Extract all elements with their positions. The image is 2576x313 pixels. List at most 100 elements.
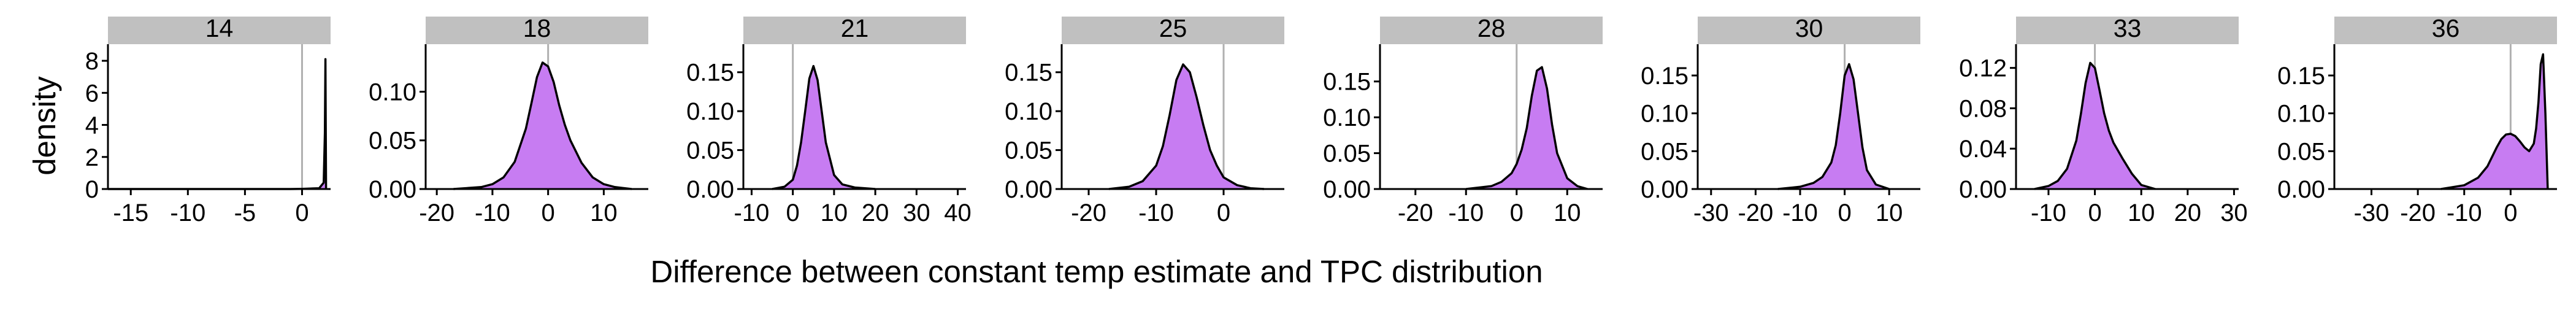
density-line: [2034, 61, 2156, 190]
x-tick-label: 0: [2088, 199, 2101, 226]
facet-strip-label: 30: [1795, 14, 1823, 42]
facet-strip-label: 14: [205, 14, 234, 42]
x-tick-label: -30: [2354, 199, 2390, 226]
x-tick-label: 0: [1510, 199, 1524, 226]
density-line: [772, 64, 876, 190]
y-tick-label: 0.15: [2277, 63, 2325, 90]
x-tick-label: -10: [734, 199, 770, 226]
density-area: [1109, 64, 1264, 189]
y-tick-label: 4: [85, 112, 99, 139]
x-tick-label: -20: [1398, 199, 1433, 226]
density-line: [453, 61, 632, 190]
x-tick-label: 10: [821, 199, 848, 226]
y-tick-label: 0.10: [369, 79, 416, 106]
x-tick-label: 0: [295, 199, 309, 226]
x-tick-label: -20: [1071, 199, 1106, 226]
x-tick-label: 10: [590, 199, 618, 226]
x-tick-label: 0: [786, 199, 800, 226]
x-tick-label: 30: [903, 199, 930, 226]
y-tick-label: 0.00: [2277, 176, 2325, 203]
x-tick-label: 40: [944, 199, 972, 226]
y-tick-label: 6: [85, 80, 99, 107]
x-tick-label: -10: [1448, 199, 1484, 226]
x-tick-label: 10: [1876, 199, 1903, 226]
y-axis-title: density: [27, 76, 62, 176]
x-tick-label: 30: [2220, 199, 2248, 226]
y-tick-label: 0.05: [369, 128, 416, 155]
y-tick-label: 0.04: [1959, 136, 2007, 163]
x-tick-label: 10: [1554, 199, 1581, 226]
x-tick-label: -10: [475, 199, 510, 226]
facet-panel-28: 28 0.00 0.05 0.10 0.15 -20 -10 0 10: [1323, 14, 1603, 226]
y-tick-label: 0.05: [2277, 138, 2325, 165]
facet-panel-14: 14 0 2 4 6 8 -15 -10 -5 0: [85, 14, 331, 226]
y-tick-label: 0.05: [686, 137, 734, 164]
facet-strip: [108, 17, 331, 44]
facet-panel-21: 21 0.00 0.05 0.10 0.15 -10 0 10 20 30 40: [686, 14, 972, 226]
density-line: [1466, 66, 1588, 190]
facet-strip: [2016, 17, 2239, 44]
facet-panel-30: 30 0.00 0.05 0.10 0.15 -30 -20 -10 0 10: [1641, 14, 1920, 226]
facet-strip: [743, 17, 966, 44]
density-area: [1777, 64, 1890, 189]
facet-strip-label: 36: [2432, 14, 2460, 42]
y-tick-label: 0.15: [1005, 60, 1052, 87]
x-tick-label: -10: [2031, 199, 2066, 226]
y-tick-label: 0.10: [1641, 101, 1689, 128]
y-tick-label: 0.10: [1005, 98, 1052, 125]
y-tick-label: 0.10: [2277, 101, 2325, 128]
x-tick-label: -10: [2447, 199, 2482, 226]
facet-strip: [1062, 17, 1284, 44]
x-tick-label: 20: [2174, 199, 2202, 226]
facet-strip: [1698, 17, 1920, 44]
density-area: [453, 62, 632, 190]
x-tick-label: 20: [862, 199, 889, 226]
x-axis-title: Difference between constant temp estimat…: [650, 254, 1543, 289]
y-tick-label: 0.12: [1959, 55, 2007, 82]
x-tick-label: -10: [1138, 199, 1174, 226]
density-line: [108, 58, 328, 190]
x-tick-label: 0: [1838, 199, 1851, 226]
y-tick-label: 0.05: [1005, 137, 1052, 164]
x-tick-label: -20: [419, 199, 454, 226]
y-tick-label: 0.15: [1641, 63, 1689, 90]
y-tick-label: 8: [85, 48, 99, 75]
x-tick-label: -30: [1693, 199, 1729, 226]
density-line: [1108, 63, 1265, 190]
facet-strip-label: 28: [1478, 14, 1506, 42]
y-tick-label: 0.15: [686, 60, 734, 87]
x-tick-label: -5: [234, 199, 256, 226]
facet-strip: [2334, 17, 2557, 44]
x-tick-label: 0: [1217, 199, 1230, 226]
facet-panel-33: 33 0.00 0.04 0.08 0.12 -10 0 10 20 30: [1959, 14, 2248, 226]
facet-panel-25: 25 0.00 0.05 0.10 0.15 -20 -10 0: [1005, 14, 1284, 226]
y-tick-label: 0.00: [1323, 176, 1371, 203]
x-tick-label: -20: [2400, 199, 2436, 226]
y-tick-label: 0.00: [1641, 176, 1689, 203]
facet-strip: [426, 17, 648, 44]
facet-strip-label: 18: [523, 14, 551, 42]
y-tick-label: 2: [85, 144, 99, 171]
y-tick-label: 0.10: [1323, 104, 1371, 131]
facet-panel-18: 18 0.00 0.05 0.10 -20 -10 0 10: [369, 14, 648, 226]
density-area: [2440, 54, 2548, 189]
density-area: [2034, 63, 2155, 190]
x-tick-label: -20: [1738, 199, 1773, 226]
facet-panel-36: 36 0.00 0.05 0.10 0.15 -30 -20 -10 0: [2277, 14, 2557, 226]
density-area: [108, 59, 326, 190]
facet-strip-label: 25: [1159, 14, 1187, 42]
x-tick-label: -10: [170, 199, 205, 226]
x-tick-label: -15: [113, 199, 148, 226]
density-line: [1777, 63, 1890, 190]
y-tick-label: 0.10: [686, 98, 734, 125]
y-tick-label: 0: [85, 176, 99, 203]
x-tick-label: 0: [542, 199, 555, 226]
facet-strip-label: 21: [841, 14, 869, 42]
y-tick-label: 0.05: [1323, 141, 1371, 168]
facet-strip: [1380, 17, 1603, 44]
y-tick-label: 0.08: [1959, 95, 2007, 122]
y-tick-label: 0.00: [686, 176, 734, 203]
density-line: [2440, 53, 2549, 190]
